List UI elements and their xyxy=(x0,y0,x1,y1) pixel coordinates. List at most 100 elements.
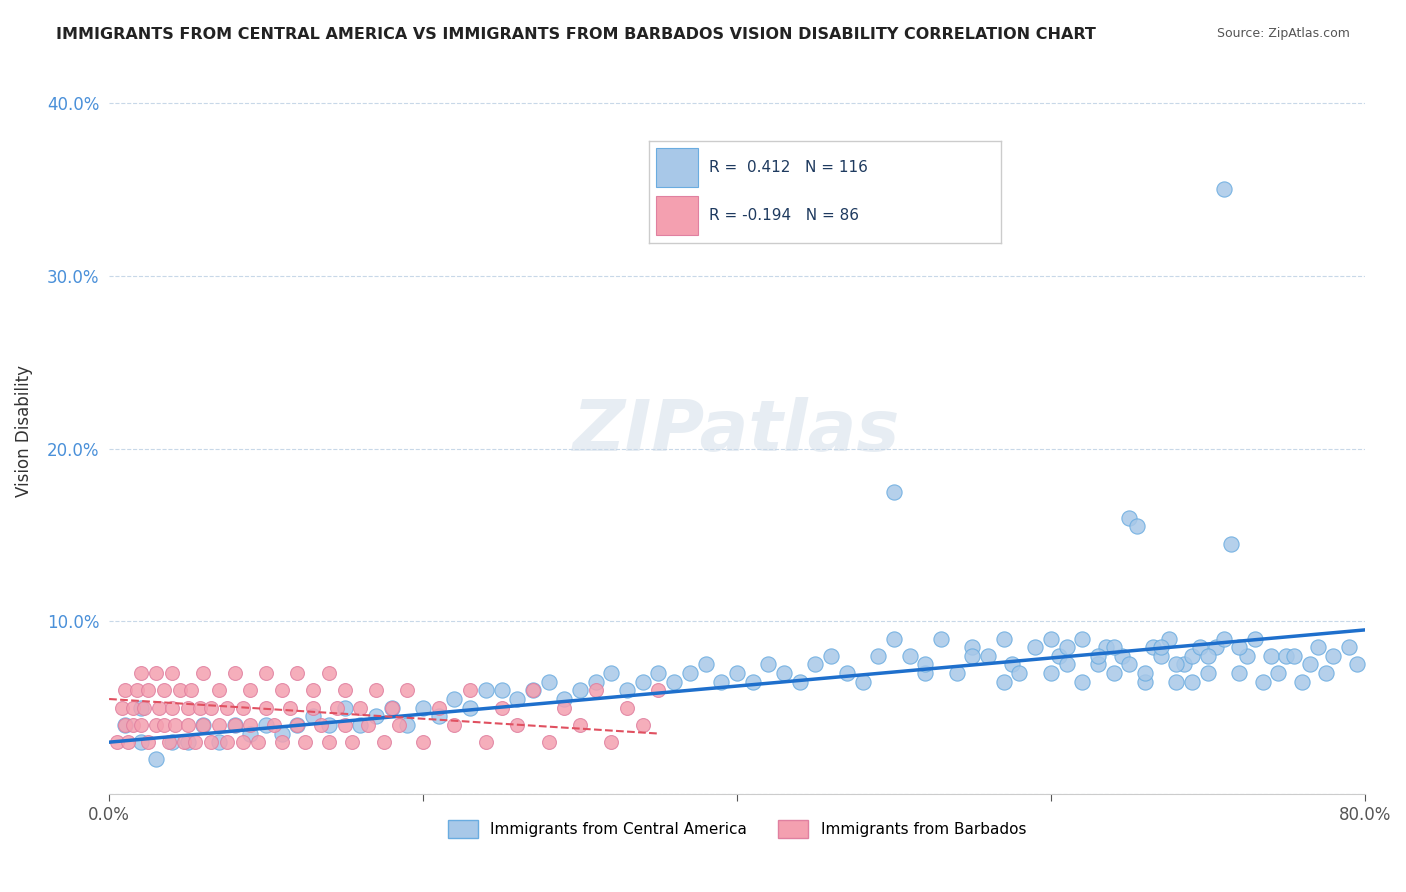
Point xyxy=(333,718,356,732)
Point xyxy=(373,735,395,749)
Point xyxy=(231,735,253,749)
Point xyxy=(160,666,183,681)
Point xyxy=(215,735,238,749)
Point xyxy=(163,718,186,732)
Point xyxy=(1306,640,1329,655)
Point xyxy=(129,700,152,714)
Point xyxy=(1173,657,1195,672)
Point xyxy=(224,718,246,732)
Point xyxy=(129,718,152,732)
Point xyxy=(1275,648,1298,663)
Point xyxy=(132,700,155,714)
Point xyxy=(208,718,231,732)
Point xyxy=(804,657,827,672)
Point xyxy=(153,683,176,698)
Point xyxy=(160,700,183,714)
Point xyxy=(412,735,434,749)
Point xyxy=(357,718,380,732)
Point xyxy=(1188,640,1211,655)
Point xyxy=(309,718,332,732)
Point xyxy=(616,700,638,714)
Point xyxy=(114,683,136,698)
Point xyxy=(1251,674,1274,689)
Point xyxy=(427,700,450,714)
Point xyxy=(1315,666,1337,681)
Point xyxy=(1001,657,1024,672)
Point xyxy=(1133,666,1156,681)
Point xyxy=(631,718,654,732)
Point xyxy=(1244,632,1267,646)
Point xyxy=(364,709,387,723)
Point xyxy=(388,718,411,732)
Point xyxy=(333,683,356,698)
Point xyxy=(851,674,873,689)
Point xyxy=(1024,640,1046,655)
Point xyxy=(208,683,231,698)
Point xyxy=(1056,640,1078,655)
Point xyxy=(491,700,513,714)
Point xyxy=(1087,657,1109,672)
Point xyxy=(898,648,921,663)
Point xyxy=(883,484,905,499)
Point xyxy=(1166,657,1188,672)
Point xyxy=(537,735,560,749)
Point xyxy=(443,692,465,706)
Point xyxy=(157,735,180,749)
Point xyxy=(741,674,763,689)
Point xyxy=(427,709,450,723)
Point xyxy=(287,718,309,732)
Point xyxy=(364,683,387,698)
Point xyxy=(647,666,669,681)
Point xyxy=(215,700,238,714)
Point xyxy=(173,735,195,749)
Point xyxy=(1095,640,1118,655)
Point xyxy=(270,735,292,749)
Point xyxy=(396,683,419,698)
Point xyxy=(1142,640,1164,655)
Point xyxy=(662,674,685,689)
Point xyxy=(180,683,202,698)
Point xyxy=(278,700,301,714)
Point xyxy=(1071,674,1094,689)
Point xyxy=(1181,674,1204,689)
Point xyxy=(153,718,176,732)
Point xyxy=(169,683,191,698)
Point xyxy=(176,718,198,732)
Point xyxy=(193,666,215,681)
Point xyxy=(176,735,198,749)
Point xyxy=(585,674,607,689)
Point xyxy=(945,666,967,681)
Point xyxy=(1071,632,1094,646)
Point xyxy=(1227,666,1250,681)
Point xyxy=(868,648,890,663)
Point xyxy=(396,718,419,732)
Point xyxy=(294,735,316,749)
Point xyxy=(475,735,498,749)
Point xyxy=(1102,640,1125,655)
Point xyxy=(569,718,592,732)
Point xyxy=(710,674,733,689)
Point xyxy=(270,683,292,698)
Point xyxy=(553,692,575,706)
Point xyxy=(105,735,128,749)
Point xyxy=(342,735,364,749)
Point xyxy=(914,657,936,672)
Point xyxy=(522,683,544,698)
Point xyxy=(1205,640,1227,655)
Point xyxy=(138,683,160,698)
Point xyxy=(231,700,253,714)
Point xyxy=(600,666,623,681)
Point xyxy=(224,718,246,732)
Point xyxy=(695,657,717,672)
Point xyxy=(111,700,134,714)
Point xyxy=(176,700,198,714)
Point xyxy=(287,718,309,732)
Point xyxy=(117,735,139,749)
Point xyxy=(506,692,529,706)
Legend: Immigrants from Central America, Immigrants from Barbados: Immigrants from Central America, Immigra… xyxy=(441,814,1032,845)
Point xyxy=(475,683,498,698)
Point xyxy=(585,683,607,698)
Point xyxy=(1102,666,1125,681)
Point xyxy=(184,735,207,749)
Point xyxy=(1118,510,1140,524)
